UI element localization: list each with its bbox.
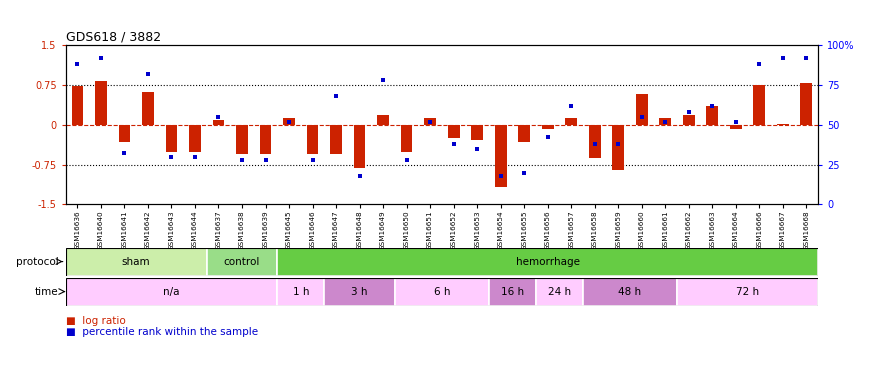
Bar <box>565 118 578 125</box>
Text: GDS618 / 3882: GDS618 / 3882 <box>66 31 161 44</box>
Text: ■  log ratio: ■ log ratio <box>66 316 125 326</box>
Bar <box>118 125 130 142</box>
Text: hemorrhage: hemorrhage <box>515 256 580 267</box>
Bar <box>542 125 554 129</box>
Text: 24 h: 24 h <box>548 286 571 297</box>
Bar <box>142 92 154 125</box>
Text: n/a: n/a <box>164 286 179 297</box>
Bar <box>612 125 624 170</box>
Bar <box>213 120 224 125</box>
Bar <box>189 125 201 152</box>
Bar <box>284 118 295 125</box>
Text: ■  percentile rank within the sample: ■ percentile rank within the sample <box>66 327 258 337</box>
Text: protocol: protocol <box>16 256 59 267</box>
Bar <box>801 83 812 125</box>
Bar <box>277 278 325 306</box>
Text: time: time <box>35 286 59 297</box>
Bar <box>206 248 277 276</box>
Bar <box>660 118 671 125</box>
Bar <box>354 125 366 168</box>
Bar <box>260 125 271 154</box>
Bar <box>589 125 600 158</box>
Bar <box>395 278 489 306</box>
Bar <box>165 125 178 152</box>
Bar <box>730 125 742 129</box>
Bar <box>448 125 459 138</box>
Bar <box>66 278 277 306</box>
Bar <box>472 125 483 140</box>
Bar <box>277 248 818 276</box>
Bar <box>753 85 766 125</box>
Text: 3 h: 3 h <box>352 286 367 297</box>
Bar <box>706 106 718 125</box>
Text: 72 h: 72 h <box>736 286 760 297</box>
Bar <box>330 125 342 154</box>
Bar <box>377 115 389 125</box>
Bar <box>401 125 412 152</box>
Bar <box>636 94 648 125</box>
Bar <box>72 87 83 125</box>
Bar <box>777 124 788 125</box>
Bar <box>306 125 318 154</box>
Bar <box>536 278 583 306</box>
Bar <box>494 125 507 188</box>
Bar <box>677 278 818 306</box>
Bar <box>95 81 107 125</box>
Bar <box>325 278 395 306</box>
Bar <box>518 125 530 142</box>
Text: 16 h: 16 h <box>500 286 524 297</box>
Text: sham: sham <box>122 256 150 267</box>
Bar <box>66 248 206 276</box>
Bar <box>424 118 436 125</box>
Bar <box>682 115 695 125</box>
Bar <box>583 278 677 306</box>
Text: 6 h: 6 h <box>434 286 450 297</box>
Bar <box>236 125 248 154</box>
Text: 1 h: 1 h <box>292 286 309 297</box>
Text: control: control <box>224 256 260 267</box>
Text: 48 h: 48 h <box>619 286 641 297</box>
Bar <box>489 278 536 306</box>
